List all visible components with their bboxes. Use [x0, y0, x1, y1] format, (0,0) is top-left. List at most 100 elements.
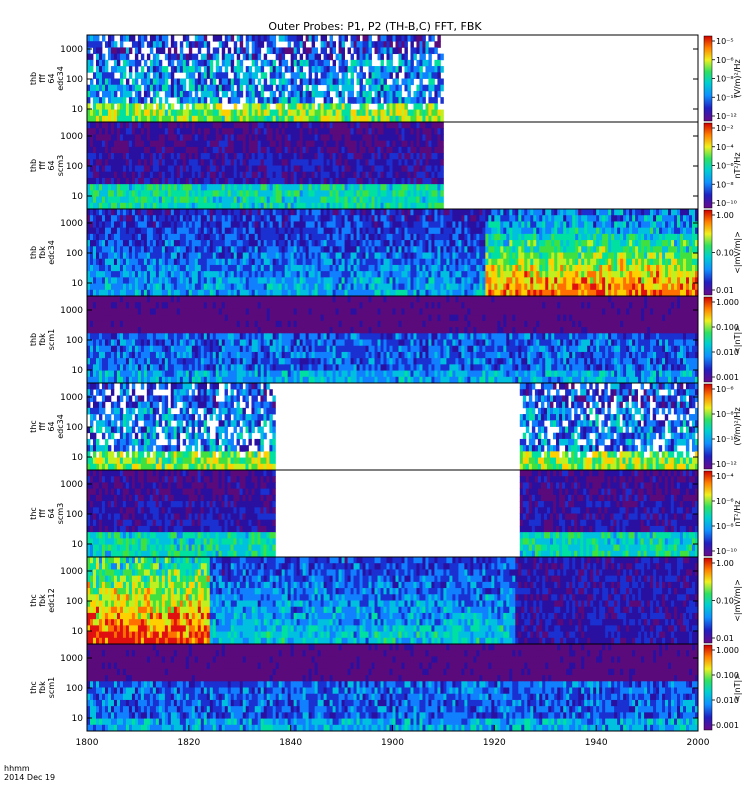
spectrogram-cell — [377, 53, 381, 61]
spectrogram-cell — [344, 227, 348, 235]
spectrogram-cell — [374, 221, 378, 229]
spectrogram-cell — [278, 122, 283, 129]
spectrogram-cell — [410, 240, 414, 247]
spectrogram-cell — [257, 258, 262, 266]
spectrogram-cell — [209, 271, 214, 278]
spectrogram-cell — [98, 47, 103, 55]
spectrogram-cell — [338, 233, 342, 241]
spectrogram-cell — [335, 140, 339, 148]
spectrogram-cell — [416, 122, 420, 129]
spectrogram-cell — [422, 35, 426, 42]
spectrogram-cell — [227, 240, 232, 247]
spectrogram-cell — [383, 221, 387, 229]
spectrogram-cell — [155, 140, 160, 148]
spectrogram-cell — [239, 277, 244, 284]
spectrogram-cell — [197, 227, 202, 235]
spectrogram-cell — [215, 190, 220, 197]
spectrogram-cell — [419, 153, 423, 160]
spectrogram-cell — [434, 97, 438, 104]
spectrogram-cell — [245, 41, 250, 48]
spectrogram-cell — [87, 246, 91, 253]
spectrogram-cell — [134, 41, 139, 48]
spectrogram-cell — [143, 246, 148, 253]
spectrogram-cell — [275, 227, 280, 235]
spectrogram-cell — [467, 233, 471, 241]
spectrogram-cell — [230, 190, 235, 197]
spectrogram-cell — [134, 134, 139, 142]
spectrogram-cell — [311, 35, 316, 42]
spectrogram-cell — [338, 122, 342, 129]
spectrogram-cell — [257, 221, 262, 229]
spectrogram-cell — [176, 146, 181, 154]
spectrogram-cell — [326, 84, 331, 92]
spectrogram-cell — [461, 289, 465, 297]
spectrogram-cell — [356, 258, 360, 266]
spectrogram-cell — [419, 190, 423, 197]
spectrogram-cell — [299, 240, 304, 247]
spectrogram-cell — [164, 252, 169, 260]
spectrogram-cell — [359, 190, 363, 197]
spectrogram-cell — [476, 233, 480, 241]
spectrogram-cell — [87, 84, 91, 92]
spectrogram-cell — [377, 221, 381, 229]
spectrogram-cell — [314, 277, 319, 284]
spectrogram-cell — [194, 196, 199, 204]
spectrogram-cell — [194, 109, 199, 117]
spectrogram-cell — [329, 289, 333, 297]
spectrogram-cell — [302, 196, 307, 204]
spectrogram-cell — [371, 159, 375, 166]
spectrogram-cell — [269, 115, 274, 123]
spectrogram-cell — [212, 233, 217, 241]
spectrogram-cell — [140, 196, 145, 204]
spectrogram-cell — [212, 78, 217, 86]
spectrogram-cell — [230, 283, 235, 291]
spectrogram-cell — [257, 140, 262, 148]
spectrogram-cell — [227, 271, 232, 278]
spectrogram-cell — [470, 289, 474, 297]
spectrogram-cell — [98, 240, 103, 247]
spectrogram-cell — [353, 115, 357, 123]
spectrogram-cell — [356, 35, 360, 42]
spectrogram-cell — [356, 140, 360, 148]
spectrogram-cell — [179, 84, 184, 92]
colorbar-tick-label: 10⁻¹² — [716, 112, 737, 121]
spectrogram-cell — [233, 140, 238, 148]
spectrogram-cell — [143, 202, 148, 210]
spectrogram-cell — [344, 264, 348, 272]
spectrogram-cell — [242, 277, 247, 284]
spectrogram-cell — [113, 240, 118, 247]
spectrogram-cell — [230, 122, 235, 129]
spectrogram-cell — [341, 153, 345, 160]
spectrogram-cell — [383, 47, 387, 55]
spectrogram-cell — [281, 171, 286, 179]
spectrogram-cell — [311, 215, 316, 222]
spectrogram-cell — [260, 72, 265, 79]
spectrogram-cell — [218, 97, 223, 104]
spectrogram-cell — [347, 171, 351, 179]
spectrogram-cell — [326, 196, 331, 204]
spectrogram-cell — [239, 59, 244, 67]
spectrogram-cell — [203, 240, 208, 247]
spectrogram-cell — [155, 215, 160, 222]
spectrogram-cell — [389, 109, 393, 117]
spectrogram-cell — [398, 289, 402, 297]
spectrogram-cell — [176, 227, 181, 235]
spectrogram-cell — [191, 66, 196, 73]
spectrogram-cell — [101, 97, 106, 104]
spectrogram-cell — [473, 271, 477, 278]
spectrogram-cell — [272, 258, 277, 266]
spectrogram-cell — [197, 258, 202, 266]
spectrogram-cell — [227, 252, 232, 260]
spectrogram-cell — [212, 177, 217, 185]
spectrogram-cell — [173, 227, 178, 235]
spectrogram-cell — [338, 271, 342, 278]
spectrogram-cell — [161, 146, 166, 154]
spectrogram-cell — [476, 289, 480, 297]
spectrogram-cell — [485, 252, 489, 260]
spectrogram-cell — [371, 134, 375, 142]
spectrogram-cell — [425, 41, 429, 48]
spectrogram-cell — [278, 258, 283, 266]
spectrogram-cell — [215, 277, 220, 284]
spectrogram-cell — [332, 277, 336, 284]
spectrogram-cell — [215, 215, 220, 222]
